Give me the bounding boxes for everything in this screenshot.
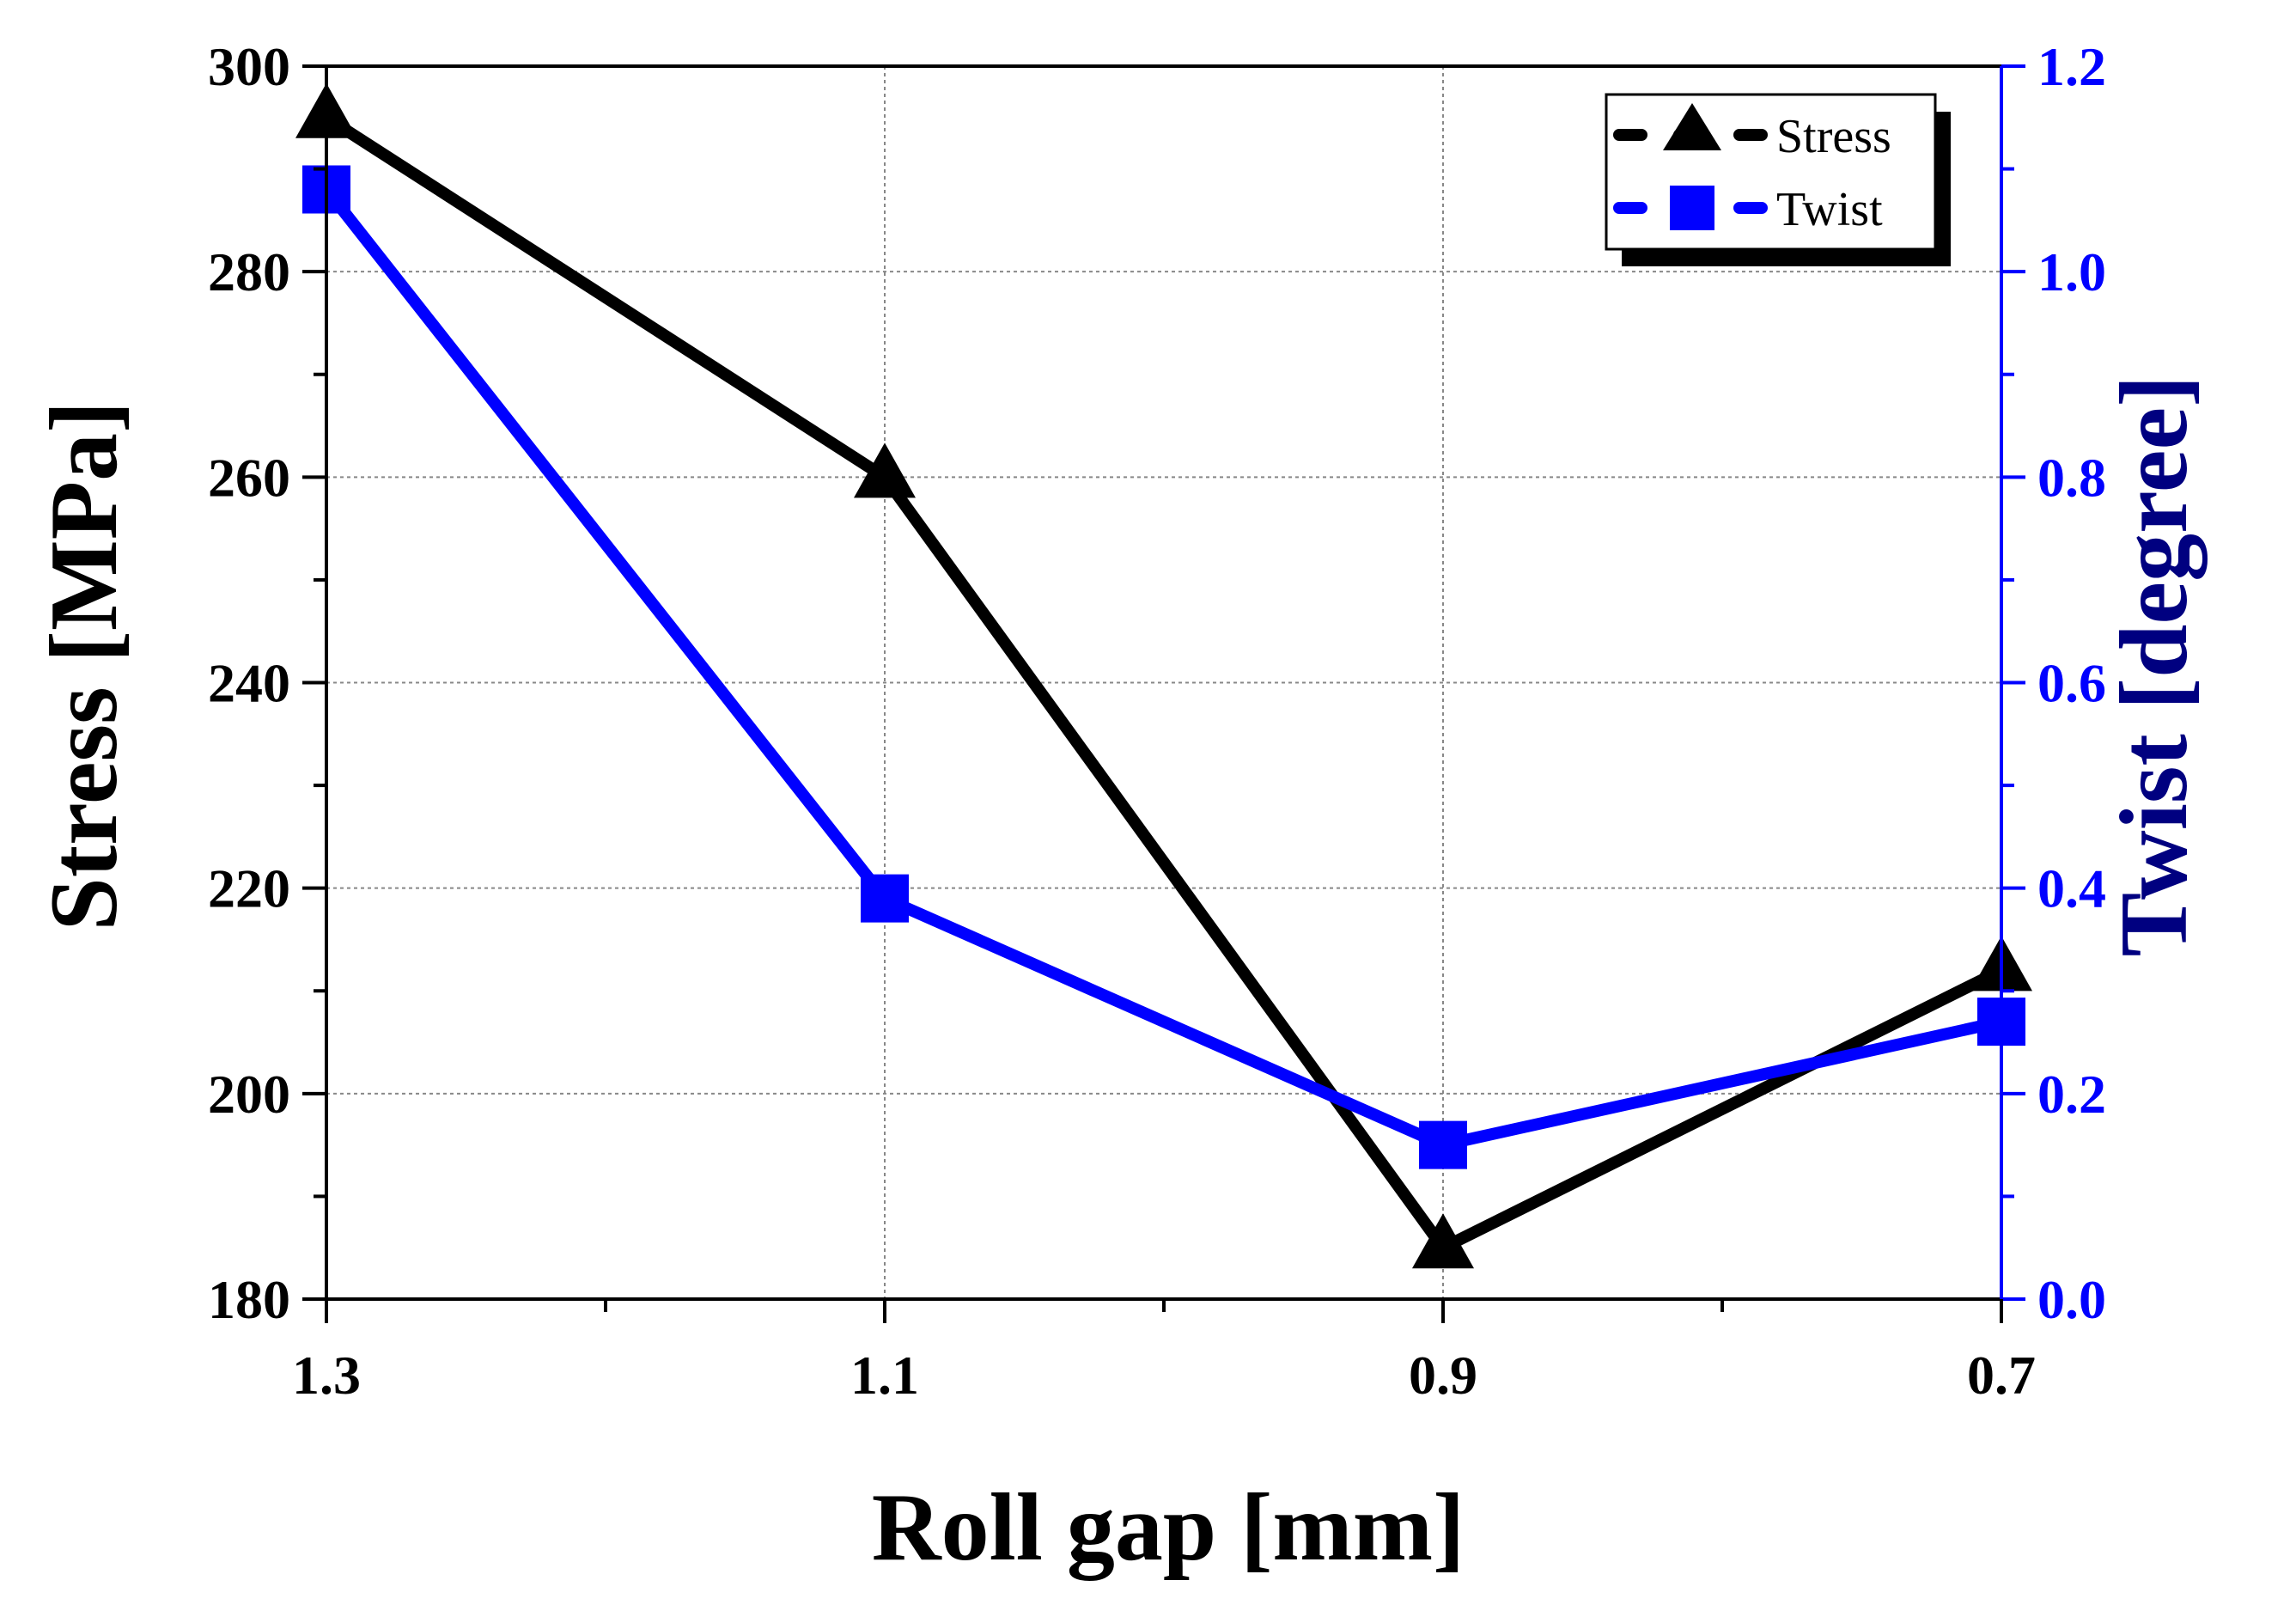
y-axis-title: Stress [MPa] xyxy=(31,401,137,931)
legend: Stress Twist xyxy=(1605,93,1951,266)
y2-tick-label: 1.2 xyxy=(2037,36,2106,97)
grid-lines xyxy=(326,66,2001,1299)
y-tick-label: 180 xyxy=(208,1269,290,1330)
y-tick-label: 280 xyxy=(208,241,290,302)
legend-box xyxy=(1605,93,1937,251)
y2-tick-label: 0.4 xyxy=(2037,858,2106,919)
x-tick-label: 0.7 xyxy=(1967,1345,2036,1406)
x-tick-label: 1.3 xyxy=(292,1345,361,1406)
y2-tick-label: 0.6 xyxy=(2037,653,2106,714)
stress-point xyxy=(1412,1213,1474,1269)
series-layer xyxy=(295,82,2032,1269)
twist-series-line xyxy=(320,183,2007,1151)
legend-stress-label: Stress xyxy=(1776,110,1891,163)
twist-point xyxy=(861,874,909,923)
y2-tick-label: 0.8 xyxy=(2037,447,2106,508)
y-tick-label: 260 xyxy=(208,447,290,508)
axes xyxy=(302,64,2025,1323)
y-tick-label: 200 xyxy=(208,1064,290,1125)
tick-labels: 180 200 220 240 260 280 300 0.0 0.2 0.4 0.6 0.8 1.0 1… xyxy=(208,36,2106,1406)
stress-point xyxy=(854,442,916,498)
y2-tick-label: 1.0 xyxy=(2037,241,2106,302)
twist-point xyxy=(1419,1120,1467,1169)
x-tick-label: 1.1 xyxy=(850,1345,919,1406)
legend-stress-marker xyxy=(1663,103,1721,150)
legend-twist-label: Twist xyxy=(1776,183,1883,236)
y2-tick-label: 0.0 xyxy=(2037,1269,2106,1330)
y2-tick-label: 0.2 xyxy=(2037,1064,2106,1125)
stress-series-line xyxy=(320,111,2007,1254)
y2-axis-title: Twist [degree] xyxy=(2101,375,2208,957)
x-axis-title: Roll gap [mm] xyxy=(872,1474,1465,1581)
y-tick-label: 240 xyxy=(208,653,290,714)
legend-twist-marker xyxy=(1670,186,1714,230)
y-tick-label: 300 xyxy=(208,36,290,97)
y-tick-label: 220 xyxy=(208,858,290,919)
x-tick-label: 0.9 xyxy=(1409,1345,1477,1406)
